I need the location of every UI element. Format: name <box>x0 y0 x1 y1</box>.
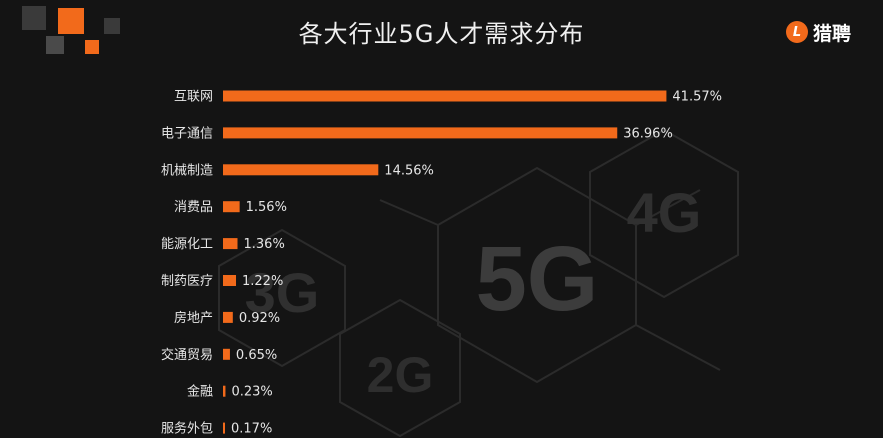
category-label: 制药医疗 <box>161 274 213 289</box>
cube-gray-1 <box>22 6 46 30</box>
category-label: 金融 <box>187 384 213 400</box>
bg-label-4g: 4G <box>627 181 702 244</box>
bar <box>223 422 225 434</box>
category-label: 互联网 <box>174 90 213 105</box>
value-label: 14.56% <box>384 163 434 178</box>
brand-badge-icon: L <box>786 21 808 43</box>
bar <box>223 164 379 176</box>
cube-gray-2 <box>46 36 64 54</box>
category-label: 能源化工 <box>161 237 213 252</box>
hexagon-4g <box>589 128 739 299</box>
bar <box>223 90 667 102</box>
bg-label-3g: 3G <box>245 261 320 324</box>
category-label: 消费品 <box>174 200 213 215</box>
cube-orange-2 <box>85 40 99 54</box>
bar <box>223 385 226 397</box>
category-label: 服务外包 <box>161 421 213 437</box>
value-label: 0.17% <box>231 422 272 437</box>
category-label: 电子通信 <box>161 126 213 141</box>
category-label: 机械制造 <box>161 163 213 178</box>
bar <box>223 275 237 286</box>
cube-gray-3 <box>104 18 120 34</box>
bg-label-2g: 2G <box>367 347 434 403</box>
bar <box>223 348 230 360</box>
hexagon-2g <box>339 298 461 438</box>
category-label: 交通贸易 <box>161 347 213 363</box>
value-label: 36.96% <box>623 126 673 141</box>
value-label: 1.56% <box>246 200 287 215</box>
hexagon-3g <box>218 228 346 368</box>
value-label: 0.65% <box>236 348 277 363</box>
value-label: 1.36% <box>244 237 285 252</box>
category-label: 房地产 <box>174 310 213 326</box>
bar <box>223 311 233 323</box>
bar <box>223 127 618 139</box>
chart-title: 各大行业5G人才需求分布 <box>298 20 585 48</box>
value-label: 0.23% <box>231 385 272 400</box>
value-label: 0.92% <box>239 311 280 326</box>
bg-label-5g: 5G <box>476 228 599 330</box>
value-label: 41.57% <box>672 90 722 105</box>
value-label: 1.22% <box>242 274 283 289</box>
bar <box>223 238 238 250</box>
cube-orange-1 <box>58 8 84 34</box>
brand-name: 猎聘 <box>813 22 852 45</box>
hexagon-lines <box>218 128 739 438</box>
bar <box>223 201 240 213</box>
cube-cluster-icon <box>22 6 120 54</box>
brand-logo: L 猎聘 <box>786 18 851 46</box>
